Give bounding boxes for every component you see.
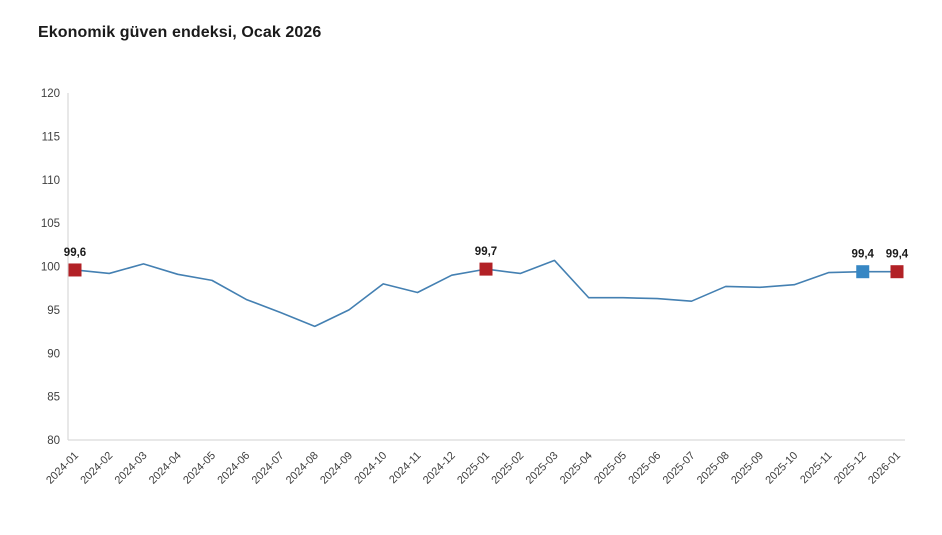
x-tick-label: 2024-05 — [181, 450, 218, 487]
marker-square-red — [890, 265, 904, 279]
x-tick-label: 2024-08 — [284, 450, 321, 487]
y-tick-label: 115 — [42, 131, 60, 143]
x-tick-label: 2024-09 — [318, 450, 355, 487]
x-tick-label: 2025-06 — [626, 450, 663, 487]
x-tick-label: 2025-02 — [489, 450, 526, 487]
x-tick-label: 2025-11 — [798, 450, 834, 486]
x-tick-label: 2025-01 — [455, 450, 492, 487]
x-tick-label: 2025-07 — [661, 450, 698, 487]
y-tick-label: 110 — [42, 175, 60, 187]
x-tick-label: 2024-12 — [421, 450, 458, 487]
x-tick-label: 2024-06 — [215, 450, 252, 487]
x-tick-label: 2025-12 — [832, 450, 869, 487]
x-tick-label: 2025-09 — [729, 450, 766, 487]
data-label: 99,6 — [64, 247, 86, 259]
y-tick-label: 120 — [41, 88, 60, 100]
marker-square-red — [479, 262, 493, 276]
x-tick-label: 2024-03 — [113, 450, 150, 487]
data-label: 99,4 — [886, 249, 909, 261]
y-tick-label: 95 — [47, 305, 60, 317]
data-label: 99,4 — [852, 249, 875, 261]
x-tick-label: 2024-02 — [78, 450, 115, 487]
x-tick-label: 2024-01 — [44, 450, 81, 487]
y-tick-label: 100 — [41, 262, 60, 274]
x-tick-label: 2024-07 — [250, 450, 287, 487]
x-tick-label: 2024-11 — [387, 450, 423, 486]
x-tick-label: 2025-05 — [592, 450, 629, 487]
x-tick-label: 2025-03 — [524, 450, 561, 487]
marker-square-blue — [856, 265, 870, 279]
y-tick-label: 105 — [41, 218, 60, 230]
x-tick-label: 2025-04 — [558, 450, 595, 487]
y-tick-label: 85 — [47, 392, 60, 404]
x-tick-label: 2024-10 — [352, 450, 389, 487]
data-label: 99,7 — [475, 246, 497, 258]
x-tick-label: 2026-01 — [866, 450, 903, 487]
y-tick-label: 80 — [47, 435, 60, 447]
chart-title: Ekonomik güven endeksi, Ocak 2026 — [38, 24, 322, 41]
y-tick-label: 90 — [47, 348, 60, 360]
marker-square-red — [68, 263, 82, 277]
x-tick-label: 2025-10 — [763, 450, 800, 487]
x-tick-label: 2024-04 — [147, 450, 184, 487]
x-tick-label: 2025-08 — [695, 450, 732, 487]
